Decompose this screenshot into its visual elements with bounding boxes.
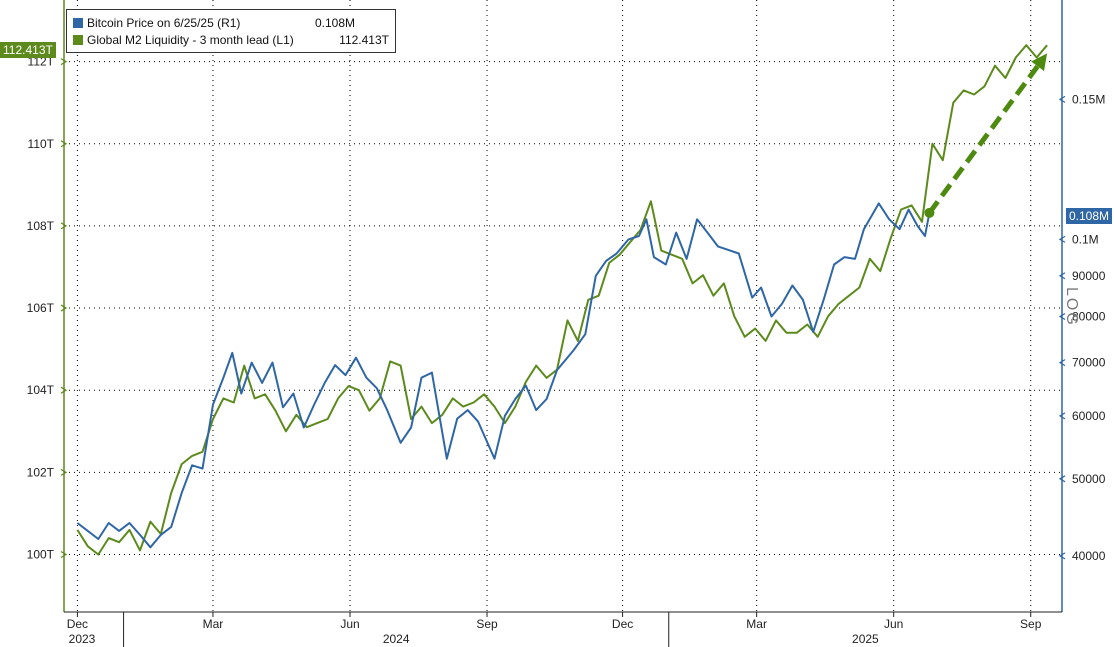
x-tick-label: Jun	[884, 617, 903, 631]
right-tick-mark	[1058, 272, 1066, 280]
left-tick-label: 108T	[27, 219, 55, 233]
series-line-bitcoin	[76, 202, 931, 549]
right-tick-label: 80000	[1072, 309, 1106, 323]
left-tick-label: 112T	[28, 55, 55, 69]
x-tick-label: Dec	[612, 617, 633, 631]
right-tick-mark	[1058, 475, 1066, 483]
left-tick-mark	[60, 550, 68, 559]
legend-label-m2: Global M2 Liquidity - 3 month lead (L1)	[87, 33, 294, 47]
right-tick-label: 50000	[1072, 472, 1106, 486]
right-tick-label: 0.15M	[1072, 92, 1105, 106]
gridlines	[64, 0, 1062, 612]
x-tick-label: Mar	[203, 617, 224, 631]
left-value-badge: 112.413T	[0, 42, 56, 58]
x-tick-label: Mar	[746, 617, 767, 631]
left-tick-label: 106T	[27, 301, 55, 315]
left-tick-mark	[60, 468, 68, 476]
right-tick-label: 90000	[1072, 269, 1106, 283]
right-tick-label: 70000	[1072, 356, 1106, 370]
legend: Bitcoin Price on 6/25/25 (R1) 0.108M Glo…	[66, 9, 396, 53]
left-tick-mark	[60, 140, 68, 148]
right-tick-label: 40000	[1072, 549, 1106, 563]
left-tick-label: 100T	[27, 547, 55, 561]
right-tick-label: 60000	[1072, 409, 1106, 423]
legend-item-btc: Bitcoin Price on 6/25/25 (R1)	[73, 15, 240, 31]
legend-item-m2: Global M2 Liquidity - 3 month lead (L1)	[73, 32, 294, 48]
left-tick-mark	[60, 58, 68, 66]
x-tick-label: Jun	[340, 617, 359, 631]
x-tick-label: Dec	[67, 617, 88, 631]
x-tick-label: Sep	[1020, 617, 1042, 631]
left-tick-mark	[60, 304, 68, 312]
right-value-badge: 0.108M	[1066, 208, 1113, 224]
axis-ticks: 100T 102T 104T 106T 108T 110T 112T 40000 50000 60…	[27, 55, 1106, 647]
x-year-label: 2023	[69, 632, 96, 646]
log-scale-label: LOG	[1063, 287, 1080, 327]
left-tick-label: 110T	[28, 137, 55, 151]
right-tick-label: 0.1M	[1072, 232, 1099, 246]
trend-arrow	[924, 53, 1048, 218]
right-tick-mark	[1058, 312, 1066, 320]
legend-value-m2: 112.413T	[339, 33, 389, 47]
legend-label-btc: Bitcoin Price on 6/25/25 (R1)	[87, 16, 241, 30]
left-tick-label: 104T	[27, 383, 55, 397]
left-tick-mark	[60, 386, 68, 394]
trend-arrow-head	[1031, 53, 1048, 72]
right-tick-mark	[1058, 412, 1066, 420]
left-tick-label: 102T	[27, 465, 55, 479]
x-year-label: 2025	[852, 632, 879, 646]
right-tick-mark	[1058, 95, 1066, 103]
series-lines	[76, 44, 1048, 556]
right-tick-mark	[1058, 359, 1066, 367]
trend-arrow-start-dot	[924, 207, 935, 218]
left-tick-mark	[60, 222, 68, 230]
legend-swatch-btc	[73, 18, 83, 28]
trend-arrow-shaft	[927, 64, 1040, 215]
legend-swatch-m2	[73, 35, 83, 45]
right-tick-mark	[1058, 235, 1066, 243]
x-tick-label: Sep	[476, 617, 498, 631]
axes	[63, 0, 1063, 613]
legend-value-btc: 0.108M	[314, 16, 355, 30]
x-year-label: 2024	[383, 632, 410, 646]
right-tick-mark	[1058, 552, 1066, 560]
